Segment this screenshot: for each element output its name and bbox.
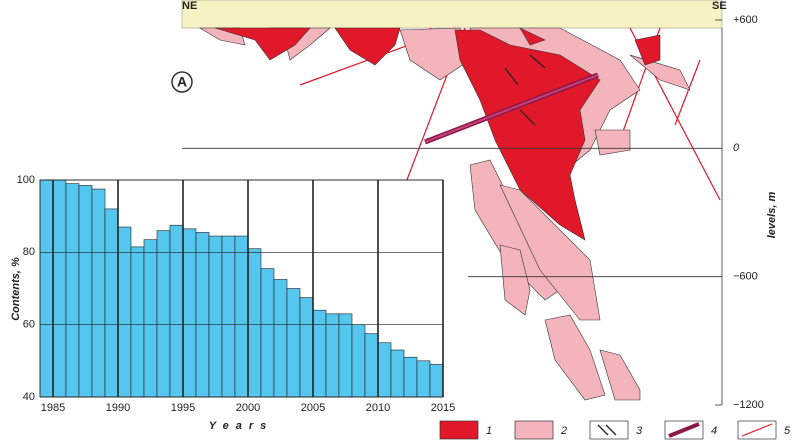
panel-circle: [171, 71, 193, 93]
bar: [143, 239, 158, 398]
bar: [429, 364, 444, 398]
bar: [91, 188, 106, 398]
bar: [312, 309, 327, 398]
bar: [299, 297, 314, 398]
level-label: −1200: [733, 399, 764, 411]
bar: [390, 349, 405, 398]
legend-label: 2: [560, 425, 567, 437]
bar: [234, 235, 249, 398]
legend-swatch: [514, 420, 554, 440]
x-tick-label: 1985: [41, 402, 65, 414]
legend-swatch: [439, 420, 479, 440]
level-label: −600: [733, 271, 758, 283]
bar: [65, 183, 80, 398]
x-tick-label: 2010: [366, 402, 390, 414]
bar: [325, 313, 340, 398]
bar: [247, 248, 262, 398]
level-label: +600: [733, 14, 758, 26]
x-tick-label: 2000: [236, 402, 260, 414]
section-drawing: [181, 0, 723, 405]
level-label: 0: [733, 142, 740, 154]
legend-vein: [597, 424, 609, 436]
section-labels: NE SE A levels, m: [171, 0, 778, 239]
bar: [182, 228, 197, 398]
y-tick-label: 80: [23, 246, 35, 258]
legend-label: 4: [711, 425, 717, 437]
dike: [424, 74, 599, 143]
bar: [169, 224, 184, 398]
bar: [39, 179, 54, 398]
legend-dike: [668, 422, 700, 438]
bar: [52, 179, 67, 398]
bar-chart: 40 60 80 100 1985 1990 1995 2000 2005 2010 2015: [17, 174, 456, 414]
plot-frame: [39, 179, 444, 398]
x-tick-label: 1995: [171, 402, 195, 414]
high-grade-ore: [214, 27, 661, 241]
bar: [416, 360, 431, 398]
y-tick-label: 100: [17, 174, 35, 186]
bar: [286, 288, 301, 398]
bar: [338, 313, 353, 398]
bar: [221, 235, 236, 398]
legend-swatch: [589, 420, 629, 440]
bar: [156, 230, 171, 398]
legend-fault: [741, 423, 773, 437]
veins: [504, 54, 546, 126]
x-tick-label: 2015: [431, 402, 455, 414]
bar: [78, 185, 93, 398]
legend-vein: [605, 424, 617, 436]
y-tick-label: 40: [23, 391, 35, 403]
surface: [181, 0, 723, 29]
x-tick-label: 2005: [301, 402, 325, 414]
bar: [403, 356, 418, 398]
panel-label: A: [177, 74, 187, 90]
x-axis-label: Years: [209, 420, 274, 432]
x-tick-label: 1990: [106, 402, 130, 414]
bar: [273, 279, 288, 398]
legend-label: 5: [784, 425, 791, 437]
bar: [130, 246, 145, 398]
se-label: SE: [712, 0, 727, 12]
bar: [195, 232, 210, 398]
bar: [351, 324, 366, 398]
y-tick-label: 60: [23, 319, 35, 331]
legend-label: 1: [486, 425, 492, 437]
bar: [364, 333, 379, 398]
bar: [260, 268, 275, 398]
bar: [208, 235, 223, 398]
bar: [377, 342, 392, 398]
ne-label: NE: [182, 0, 197, 12]
legend-label: 3: [636, 425, 643, 437]
y-axis-label: Contents, %: [10, 257, 22, 321]
bar: [104, 208, 119, 398]
axis-label: levels, m: [766, 192, 778, 239]
